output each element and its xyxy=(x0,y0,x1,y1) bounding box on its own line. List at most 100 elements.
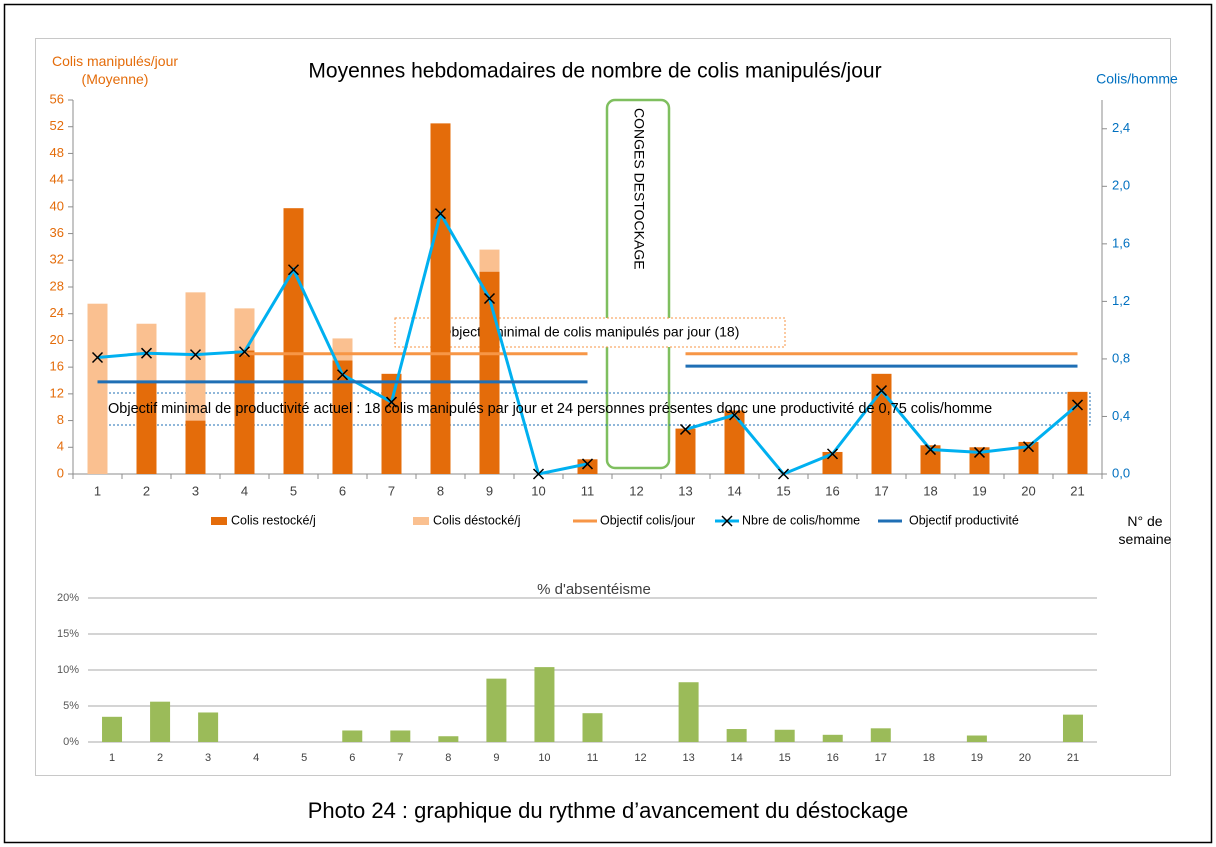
marker xyxy=(679,423,692,435)
bar xyxy=(234,308,255,351)
bar xyxy=(1067,391,1088,474)
x-tick-label: 4 xyxy=(241,483,248,498)
marker xyxy=(875,385,888,397)
x-tick-label: 11 xyxy=(587,752,598,764)
x-tick-label: 1 xyxy=(94,483,101,498)
x-tick-label: 18 xyxy=(923,752,935,764)
bar xyxy=(582,713,603,742)
y-tick-label: 32 xyxy=(50,252,64,267)
legend-label: Colis déstocké/j xyxy=(433,513,521,527)
marker xyxy=(287,264,300,276)
y-tick-label: 15% xyxy=(57,628,79,640)
x-tick-label: 2 xyxy=(143,483,150,498)
marker xyxy=(777,468,790,480)
annotation-box xyxy=(394,317,786,348)
bar xyxy=(534,667,555,742)
marker xyxy=(189,349,202,361)
y-tick-label: 56 xyxy=(50,91,64,106)
legend-swatch xyxy=(211,517,227,525)
bar xyxy=(678,682,699,742)
x-tick-label: 5 xyxy=(301,752,307,764)
bar xyxy=(381,373,402,474)
x-tick-label: 21 xyxy=(1067,752,1079,764)
x-tick-label: 7 xyxy=(388,483,395,498)
marker xyxy=(826,448,839,460)
y-tick-label: 28 xyxy=(50,278,64,293)
x-tick-label: 9 xyxy=(493,752,499,764)
marker xyxy=(238,346,251,358)
x-tick-label: 20 xyxy=(1019,752,1031,764)
x-tick-label: 12 xyxy=(629,483,643,498)
x-tick-label: 8 xyxy=(445,752,451,764)
marker xyxy=(336,369,349,381)
y2-tick-label: 1,2 xyxy=(1112,293,1130,308)
bar xyxy=(87,303,108,474)
bar xyxy=(332,360,353,474)
y2-tick-label: 2,0 xyxy=(1112,178,1130,193)
y2-tick-label: 0,0 xyxy=(1112,465,1130,480)
bar xyxy=(185,420,206,474)
y-tick-label: 5% xyxy=(63,700,79,712)
chart-frame xyxy=(35,38,1171,776)
x-tick-label: 9 xyxy=(486,483,493,498)
chart-title: Moyennes hebdomadaires de nombre de coli… xyxy=(308,60,881,83)
chart-title: % d'absentéisme xyxy=(537,581,651,598)
x-tick-label: 4 xyxy=(253,752,259,764)
x-tick-label: 13 xyxy=(682,752,694,764)
bar xyxy=(198,712,219,742)
y-tick-label: 36 xyxy=(50,225,64,240)
bar xyxy=(342,730,363,742)
bar xyxy=(150,701,171,742)
y-tick-label: 0% xyxy=(63,736,79,748)
x-tick-label: 5 xyxy=(290,483,297,498)
bar xyxy=(724,410,745,474)
x-tick-label: 21 xyxy=(1070,483,1084,498)
marker xyxy=(728,409,741,421)
bar xyxy=(675,428,696,474)
x-tick-label: 6 xyxy=(349,752,355,764)
plot-layer xyxy=(68,99,1107,479)
y-tick-label: 40 xyxy=(50,198,64,213)
x-tick-label: 11 xyxy=(581,483,595,498)
bar xyxy=(438,736,459,742)
x-tick-label: 12 xyxy=(634,752,646,764)
legend-label: Colis restocké/j xyxy=(231,513,316,527)
bar xyxy=(966,735,987,742)
figure-border xyxy=(3,3,1213,844)
y-tick-label: 16 xyxy=(50,359,64,374)
x-tick-label: 15 xyxy=(776,483,790,498)
y-tick-label: 8 xyxy=(57,412,64,427)
x-tick-label: 2 xyxy=(157,752,163,764)
y2-tick-label: 2,4 xyxy=(1112,120,1130,135)
marker xyxy=(924,444,937,456)
bar xyxy=(774,729,795,742)
x-tick-label: 18 xyxy=(923,483,937,498)
x-tick-label: 15 xyxy=(779,752,791,764)
y2-axis-label: Colis/homme xyxy=(1096,71,1178,87)
bar xyxy=(920,445,941,474)
x-tick-label: 16 xyxy=(825,483,839,498)
bar xyxy=(479,249,500,272)
x-tick-label: 7 xyxy=(397,752,403,764)
x-tick-label: 6 xyxy=(339,483,346,498)
holiday-box xyxy=(605,98,671,470)
y-tick-label: 52 xyxy=(50,118,64,133)
bar xyxy=(870,728,891,742)
holiday-label: CONGES DESTOCKAGE xyxy=(631,108,647,270)
y-tick-label: 0 xyxy=(57,465,64,480)
caption: Photo 24 : graphique du rythme d’avancem… xyxy=(308,798,909,823)
y-tick-label: 44 xyxy=(50,172,64,187)
y-tick-label: 24 xyxy=(50,305,64,320)
marker xyxy=(385,396,398,408)
bar xyxy=(136,380,157,474)
marker xyxy=(973,446,986,458)
x-tick-label: 13 xyxy=(678,483,692,498)
x-tick-label: 19 xyxy=(971,752,983,764)
marker xyxy=(532,468,545,480)
legend-label: Objectif productivité xyxy=(909,513,1019,527)
bar xyxy=(185,292,206,421)
bar xyxy=(822,734,843,742)
legend-swatch xyxy=(413,517,429,525)
